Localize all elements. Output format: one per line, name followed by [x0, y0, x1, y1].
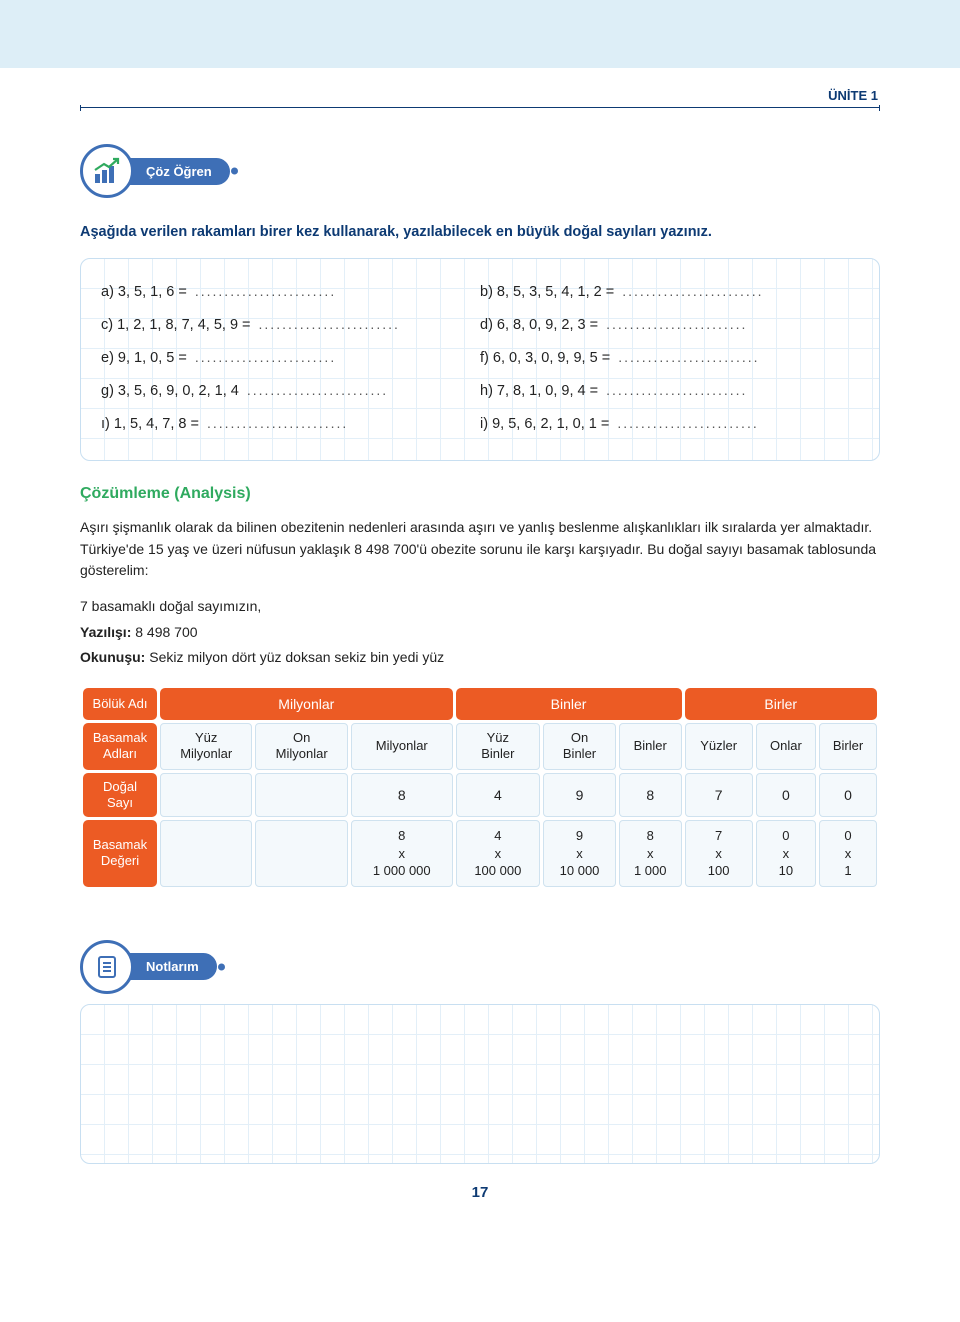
column-header: Birler [819, 723, 877, 770]
digits-row-label: DoğalSayı [83, 773, 157, 818]
analysis-p1: Aşırı şişmanlık olarak da bilinen obezit… [80, 519, 872, 535]
digit-cell: 7 [685, 773, 753, 818]
page-number: 17 [80, 1184, 880, 1201]
question-right: b) 8, 5, 3, 5, 4, 1, 2 = [480, 278, 614, 306]
analysis-title: Çözümleme (Analysis) [80, 485, 880, 503]
value-cell [160, 820, 252, 887]
column-header: Milyonlar [351, 723, 453, 770]
column-header: YüzBinler [456, 723, 540, 770]
group-binler: Binler [456, 688, 682, 720]
digit-cell: 8 [351, 773, 453, 818]
answer-blank[interactable]: ............................. [606, 310, 746, 338]
column-header: YüzMilyonlar [160, 723, 252, 770]
digit-cell [160, 773, 252, 818]
question-right: d) 6, 8, 0, 9, 2, 3 = [480, 311, 598, 339]
value-cell: 8x1 000 [619, 820, 682, 887]
question-left: a) 3, 5, 1, 6 = [101, 278, 187, 306]
digit-cell: 4 [456, 773, 540, 818]
column-header: Yüzler [685, 723, 753, 770]
digit-cell: 9 [543, 773, 616, 818]
column-header: Binler [619, 723, 682, 770]
notes-grid[interactable] [80, 1004, 880, 1164]
value-cell: 0x10 [756, 820, 816, 887]
digit-count-line: 7 basamaklı doğal sayımızın, [80, 596, 880, 618]
questions-grid: a) 3, 5, 1, 6 =.........................… [80, 258, 880, 461]
group-row-label: Bölük Adı [83, 688, 157, 720]
answer-blank[interactable]: ............................. [259, 310, 399, 338]
chart-up-icon [80, 144, 134, 198]
group-birler: Birler [685, 688, 877, 720]
column-header: OnBinler [543, 723, 616, 770]
group-row: Bölük Adı Milyonlar Binler Birler [83, 688, 877, 720]
question-left: ı) 1, 5, 4, 7, 8 = [101, 410, 199, 438]
analysis-paragraph: Aşırı şişmanlık olarak da bilinen obezit… [80, 517, 880, 582]
answer-blank[interactable]: ............................. [207, 409, 347, 437]
value-cell: 9x10 000 [543, 820, 616, 887]
question-left: c) 1, 2, 1, 8, 7, 4, 5, 9 = [101, 311, 251, 339]
digit-cell: 0 [819, 773, 877, 818]
unit-label: ÜNİTE 1 [80, 88, 880, 103]
answer-blank[interactable]: ............................. [617, 409, 757, 437]
column-header: OnMilyonlar [255, 723, 347, 770]
top-band [0, 0, 960, 68]
question-row: c) 1, 2, 1, 8, 7, 4, 5, 9 =.............… [101, 310, 859, 339]
answer-blank[interactable]: ............................. [622, 277, 762, 305]
values-row-label: BasamakDeğeri [83, 820, 157, 887]
digit-cell: 0 [756, 773, 816, 818]
columns-row: BasamakAdları YüzMilyonlarOnMilyonlarMil… [83, 723, 877, 770]
answer-blank[interactable]: ............................. [247, 376, 387, 404]
analysis-p2: Türkiye'de 15 yaş ve üzeri nüfusun yakla… [80, 541, 876, 579]
value-cell: 7x100 [685, 820, 753, 887]
yazilis-line: Yazılışı: 8 498 700 [80, 622, 880, 644]
header-rule [80, 107, 880, 108]
question-right: f) 6, 0, 3, 0, 9, 9, 5 = [480, 344, 610, 372]
answer-blank[interactable]: ............................. [195, 343, 335, 371]
okunus-label: Okunuşu: [80, 649, 145, 665]
page-content: ÜNİTE 1 Çöz Öğren Aşağıda verilen rakaml… [0, 68, 960, 1241]
question-row: e) 9, 1, 0, 5 =.........................… [101, 343, 859, 372]
digit-cell [255, 773, 347, 818]
answer-blank[interactable]: ............................. [618, 343, 758, 371]
value-cell: 4x100 000 [456, 820, 540, 887]
value-cell [255, 820, 347, 887]
coz-ogren-label: Çöz Öğren [120, 158, 230, 185]
question-row: ı) 1, 5, 4, 7, 8 =......................… [101, 409, 859, 438]
notlarim-label: Notlarım [120, 953, 217, 980]
question-left: e) 9, 1, 0, 5 = [101, 344, 187, 372]
value-cell: 0x1 [819, 820, 877, 887]
yazilis-value: 8 498 700 [131, 624, 197, 640]
instruction-text: Aşağıda verilen rakamları birer kez kull… [80, 224, 880, 240]
notes-icon [80, 940, 134, 994]
values-row: BasamakDeğeri 8x1 000 0004x100 0009x10 0… [83, 820, 877, 887]
question-right: i) 9, 5, 6, 2, 1, 0, 1 = [480, 410, 609, 438]
column-header: Onlar [756, 723, 816, 770]
value-cell: 8x1 000 000 [351, 820, 453, 887]
question-left: g) 3, 5, 6, 9, 0, 2, 1, 4 [101, 377, 239, 405]
answer-blank[interactable]: ............................. [606, 376, 746, 404]
okunus-value: Sekiz milyon dört yüz doksan sekiz bin y… [145, 649, 444, 665]
columns-row-label: BasamakAdları [83, 723, 157, 770]
digit-cell: 8 [619, 773, 682, 818]
place-value-table: Bölük Adı Milyonlar Binler Birler Basama… [80, 685, 880, 890]
digits-row: DoğalSayı 8498700 [83, 773, 877, 818]
question-right: h) 7, 8, 1, 0, 9, 4 = [480, 377, 598, 405]
coz-ogren-badge: Çöz Öğren [80, 144, 880, 198]
question-row: g) 3, 5, 6, 9, 0, 2, 1, 4...............… [101, 376, 859, 405]
okunus-line: Okunuşu: Sekiz milyon dört yüz doksan se… [80, 647, 880, 669]
notlarim-badge: Notlarım [80, 940, 880, 994]
yazilis-label: Yazılışı: [80, 624, 131, 640]
answer-blank[interactable]: ............................. [195, 277, 335, 305]
group-milyonlar: Milyonlar [160, 688, 453, 720]
question-row: a) 3, 5, 1, 6 =.........................… [101, 277, 859, 306]
